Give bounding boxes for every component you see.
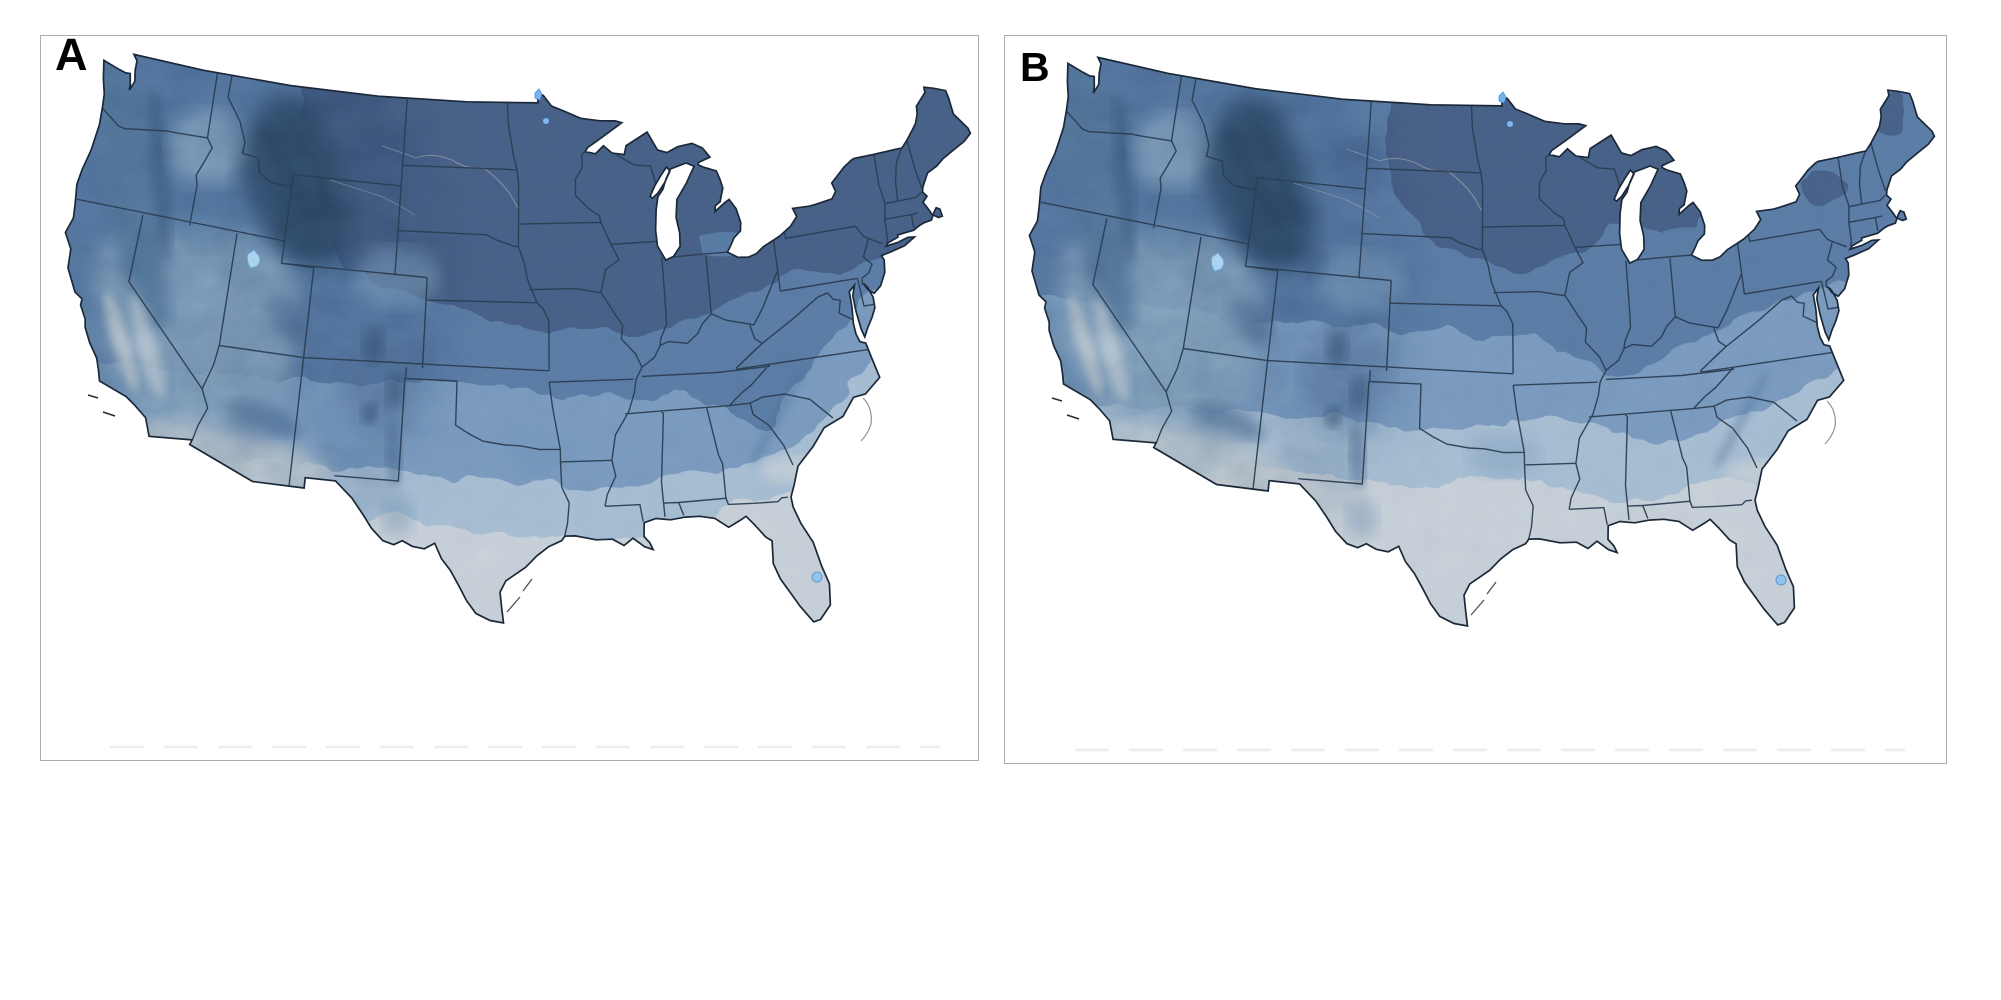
svg-text:A: A [55, 29, 88, 80]
svg-text:B: B [1020, 44, 1050, 90]
